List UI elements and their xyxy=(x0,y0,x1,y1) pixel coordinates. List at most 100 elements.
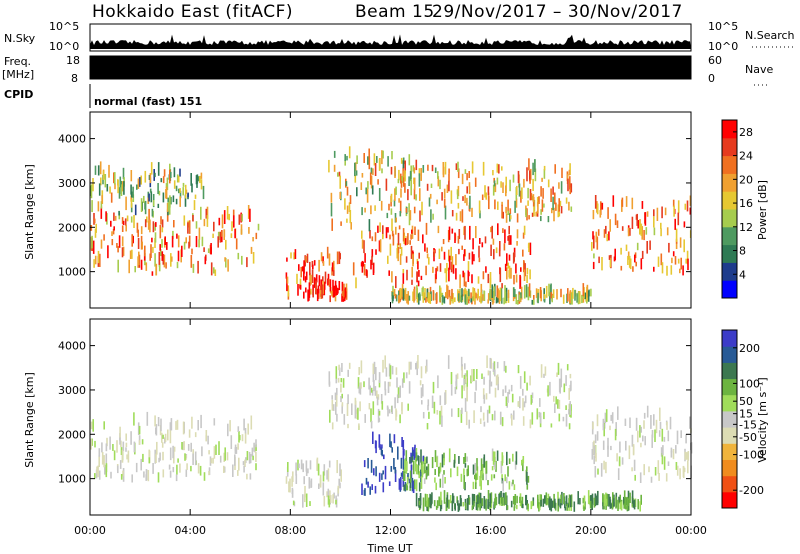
power-cell xyxy=(446,284,448,298)
velocity-cell xyxy=(569,401,571,415)
power-cell xyxy=(378,240,381,252)
velocity-cell xyxy=(602,502,604,510)
power-cell xyxy=(402,228,405,242)
velocity-cell xyxy=(382,359,384,373)
power-cell xyxy=(529,189,532,201)
velocity-cell xyxy=(545,492,548,506)
velocity-cell xyxy=(450,372,453,385)
velocity-cell xyxy=(302,463,304,473)
power-cell xyxy=(346,205,349,214)
velocity-cell xyxy=(498,493,500,504)
power-cell xyxy=(450,190,453,204)
power-cell xyxy=(161,239,163,248)
velocity-cell xyxy=(409,470,412,483)
power-cell xyxy=(405,208,408,213)
power-cell xyxy=(509,213,511,222)
power-cell xyxy=(155,222,157,227)
velocity-cell xyxy=(626,496,629,511)
power-cell xyxy=(592,210,595,220)
velocity-cell xyxy=(397,446,399,460)
velocity-cell xyxy=(506,505,509,510)
velocity-cell xyxy=(519,376,522,389)
power-cell xyxy=(398,198,400,203)
velocity-cell xyxy=(305,493,308,507)
power-cell xyxy=(593,253,595,259)
velocity-cell xyxy=(390,441,392,448)
velocity-cell xyxy=(244,432,247,444)
power-cell xyxy=(416,285,418,299)
velocity-cell xyxy=(340,378,343,383)
power-cell xyxy=(97,165,100,176)
power-cell xyxy=(526,167,528,182)
power-cell xyxy=(683,239,685,253)
power-cell xyxy=(228,213,230,221)
power-cell xyxy=(387,255,389,264)
power-cell xyxy=(500,288,503,300)
velocity-cell xyxy=(378,410,381,416)
power-cell xyxy=(495,247,498,254)
power-cell xyxy=(413,188,416,200)
power-cell xyxy=(148,174,151,180)
power-cell xyxy=(136,184,138,190)
velocity-cell xyxy=(466,386,468,399)
power-cell xyxy=(601,257,603,271)
power-cell xyxy=(332,292,335,298)
power-cell xyxy=(183,215,186,226)
power-cell xyxy=(112,228,115,235)
velocity-cell xyxy=(476,501,479,510)
power-cell xyxy=(570,183,573,193)
power-cell xyxy=(386,212,389,219)
power-cell xyxy=(520,292,522,299)
velocity-cell xyxy=(587,490,590,504)
velocity-cell xyxy=(490,381,493,387)
power-cell xyxy=(479,210,481,219)
power-cell xyxy=(686,200,689,212)
velocity-cell xyxy=(537,502,540,509)
velocity-cell xyxy=(596,431,599,441)
power-cell xyxy=(543,294,546,300)
velocity-cell xyxy=(424,493,427,507)
velocity-cell xyxy=(521,500,523,508)
power-cell xyxy=(437,225,440,234)
power-cell xyxy=(161,251,164,261)
power-cell xyxy=(385,227,388,239)
power-cell xyxy=(507,262,509,269)
power-cell xyxy=(608,255,611,260)
power-cell xyxy=(206,215,209,227)
power-cell xyxy=(489,288,491,300)
power-cell xyxy=(163,169,166,177)
power-cell xyxy=(310,274,312,285)
power-cell xyxy=(408,176,410,186)
velocity-cell xyxy=(609,425,611,431)
velocity-cell xyxy=(155,453,157,463)
velocity-cell xyxy=(526,466,528,472)
velocity-cell xyxy=(205,430,208,438)
velocity-cell xyxy=(670,447,673,453)
velocity-cell xyxy=(90,421,93,430)
power-cell xyxy=(304,276,307,283)
power-cell xyxy=(523,225,526,235)
power-cell xyxy=(480,283,483,298)
power-cell xyxy=(591,242,593,251)
power-cell xyxy=(539,287,542,299)
velocity-cell xyxy=(249,473,252,480)
colorbar-swatch xyxy=(722,280,737,299)
power-cell xyxy=(471,207,473,217)
power-cell xyxy=(529,269,531,280)
velocity-cell xyxy=(489,493,492,508)
velocity-cell xyxy=(420,449,422,463)
power-cell xyxy=(516,229,519,239)
power-cell xyxy=(92,178,94,192)
power-cell xyxy=(666,227,669,236)
power-cell xyxy=(328,253,331,266)
velocity-cell xyxy=(371,390,374,396)
velocity-cell xyxy=(426,498,429,506)
colorbar-tick-label: -50 xyxy=(739,431,757,444)
velocity-cell xyxy=(508,389,511,395)
velocity-cell xyxy=(472,464,475,475)
power-cell xyxy=(224,257,226,262)
velocity-cell xyxy=(537,499,539,507)
velocity-cell xyxy=(526,471,528,485)
power-cell xyxy=(425,296,427,303)
velocity-cell xyxy=(242,461,245,466)
